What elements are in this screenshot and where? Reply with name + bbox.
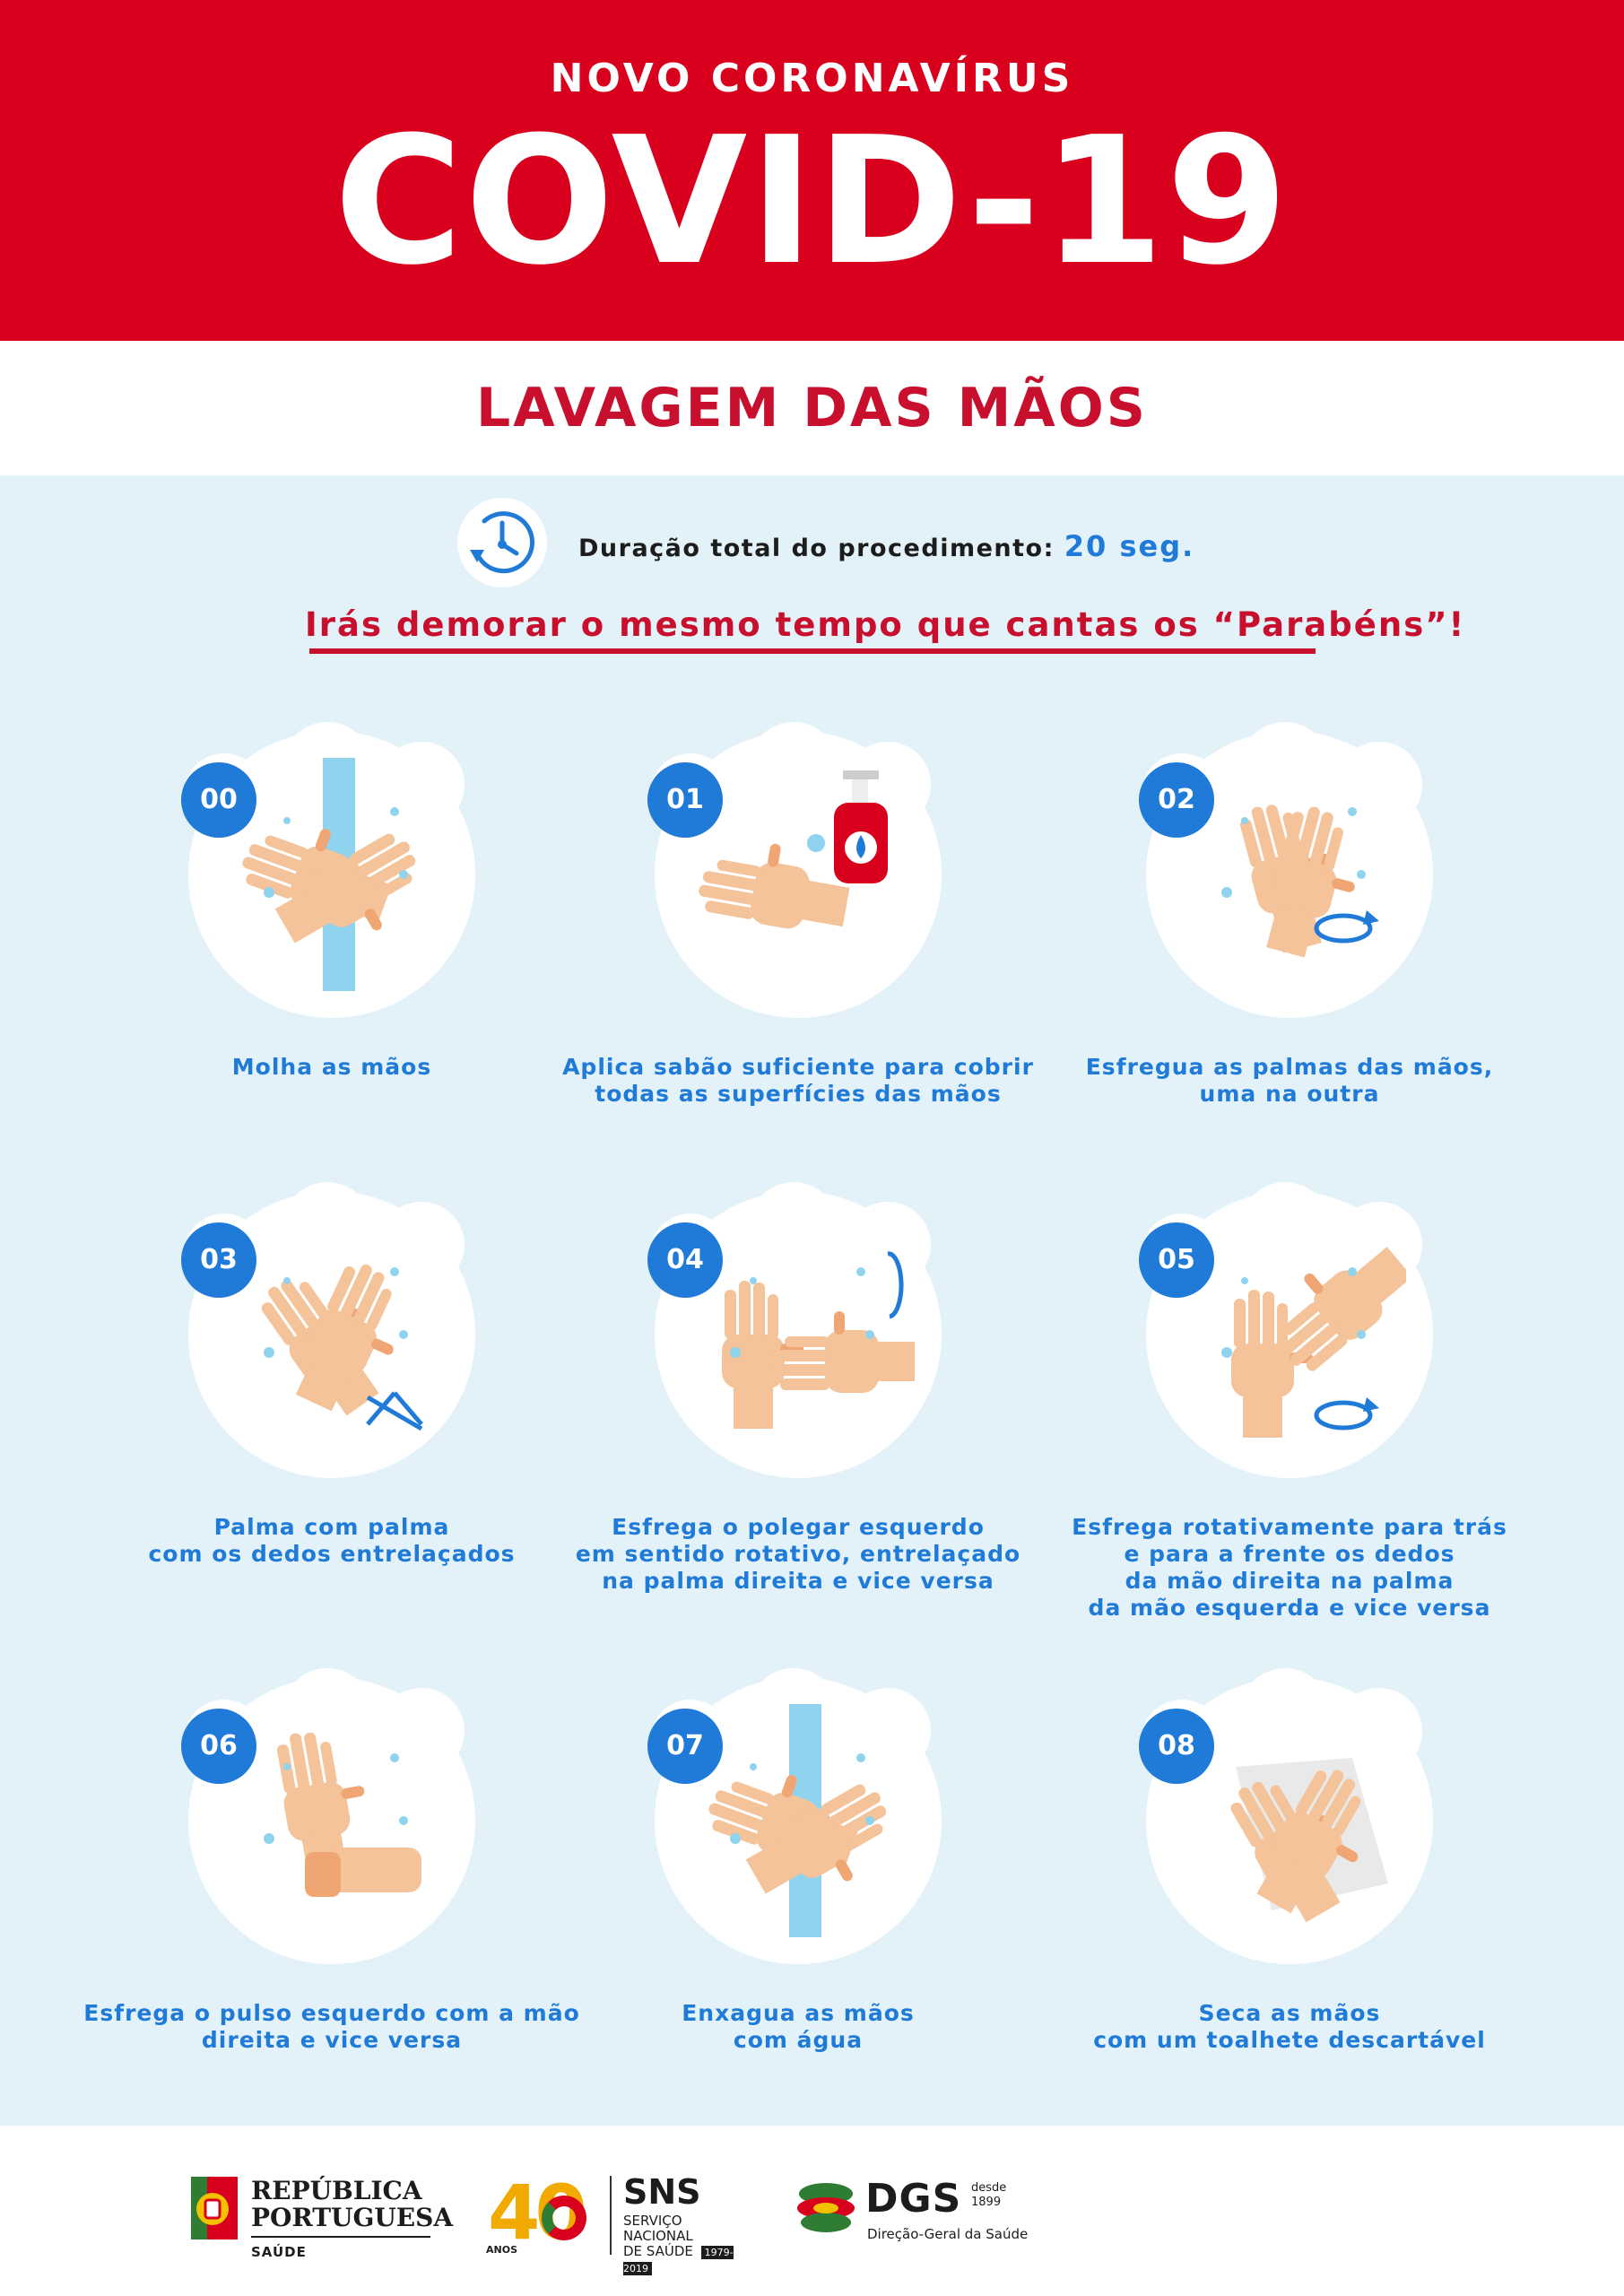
- step-number-badge: 01: [647, 762, 723, 838]
- thumb-rub-icon: [722, 1251, 915, 1429]
- step-caption-line: Seca as mãos: [1198, 2000, 1381, 2026]
- clock-icon: [457, 498, 547, 587]
- step-caption-line: Esfrega o polegar esquerdo: [612, 1514, 985, 1540]
- step-caption-line: na palma direita e vice versa: [602, 1568, 994, 1594]
- sns-anos-label: ANOS: [486, 2244, 517, 2256]
- dgs-title: DGS: [865, 2176, 962, 2222]
- interlaced-fingers-icon: [261, 1264, 423, 1431]
- sns-subtitle-line-2: DE SAÚDE 1979-2019: [623, 2244, 753, 2276]
- step-caption-line: todas as superfícies das mãos: [595, 1081, 1002, 1107]
- fingertips-rub-icon: [1221, 1247, 1406, 1438]
- step-caption-line: Palma com palma: [213, 1514, 450, 1540]
- step-caption: Seca as mãos com um toalhete descartável: [1020, 2000, 1559, 2054]
- sns-logo: 40 ANOS SNS SERVIÇO NACIONAL DE SAÚDE 19…: [484, 2169, 753, 2275]
- step-number-badge: 08: [1139, 1709, 1214, 1784]
- tagline: Irás demorar o mesmo tempo que cantas os…: [305, 605, 1466, 644]
- tagline-underline: [309, 648, 1316, 654]
- step-caption-line: Molha as mãos: [231, 1054, 432, 1080]
- sns-40-years-logo: 40 ANOS: [484, 2172, 601, 2257]
- step-number-badge: 07: [647, 1709, 723, 1784]
- step-caption: Esfrega o polegar esquerdo em sentido rot…: [529, 1514, 1067, 1595]
- wet-hands-icon: [242, 758, 416, 991]
- step-caption-line: da mão direita na palma: [1125, 1568, 1455, 1594]
- soap-dispenser-icon: [699, 770, 888, 929]
- sns-40-accent-icon: [542, 2196, 586, 2240]
- sns-subtitle: SERVIÇO NACIONAL DE SAÚDE 1979-2019: [623, 2213, 753, 2276]
- dgs-subtitle: Direção-Geral da Saúde: [867, 2226, 1029, 2242]
- duration-label-text: Duração total do procedimento:: [578, 535, 1055, 562]
- section-title: LAVAGEM DAS MÃOS: [476, 377, 1148, 439]
- step-number-badge: 00: [181, 762, 256, 838]
- republica-text: REPÚBLICA PORTUGUESA: [251, 2178, 453, 2231]
- duration-label: Duração total do procedimento: 20 seg.: [578, 529, 1194, 563]
- dgs-emblem-icon: [797, 2183, 855, 2232]
- sns-separator: [610, 2176, 612, 2255]
- header-subtitle: NOVO CORONAVÍRUS: [550, 56, 1074, 101]
- portugal-emblem-icon: [191, 2177, 238, 2239]
- step-caption-line: em sentido rotativo, entrelaçado: [575, 1541, 1021, 1567]
- wrist-rub-icon: [264, 1732, 421, 1897]
- header-banner: NOVO CORONAVÍRUS COVID-19: [0, 0, 1624, 341]
- step-caption: Esfregua as palmas das mãos, uma na outra: [1020, 1054, 1559, 1108]
- step-caption: Palma com palma com os dedos entrelaçados: [63, 1514, 601, 1568]
- dgs-since-label: desde: [971, 2181, 1007, 2195]
- duration-row: Duração total do procedimento: 20 seg.: [457, 498, 1193, 587]
- step-caption-line: Esfregua as palmas das mãos,: [1085, 1054, 1494, 1080]
- dgs-since-year: 1899: [971, 2196, 1002, 2209]
- rinse-hands-icon: [708, 1704, 887, 1937]
- step-caption: Molha as mãos: [63, 1054, 601, 1081]
- step-caption-line: uma na outra: [1199, 1081, 1380, 1107]
- step-caption-line: e para a frente os dedos: [1124, 1541, 1455, 1567]
- step-caption-line: Esfrega o pulso esquerdo com a mão: [83, 2000, 580, 2026]
- step-caption-line: com água: [733, 2027, 864, 2053]
- republica-sub: SAÚDE: [251, 2244, 307, 2260]
- rub-palms-icon: [1221, 804, 1379, 958]
- republica-line-2: PORTUGUESA: [251, 2203, 454, 2232]
- step-caption-line: Esfrega rotativamente para trás: [1072, 1514, 1507, 1540]
- step-number-badge: 06: [181, 1709, 256, 1784]
- step-caption-line: com um toalhete descartável: [1093, 2027, 1486, 2053]
- dgs-logo: DGS desde 1899 Direção-Geral da Saúde: [794, 2169, 1063, 2267]
- step-caption-line: com os dedos entrelaçados: [148, 1541, 516, 1567]
- sns-title: SNS: [623, 2172, 701, 2212]
- step-caption-line: da mão esquerda e vice versa: [1088, 1595, 1491, 1621]
- step-number-badge: 05: [1139, 1222, 1214, 1298]
- step-number-badge: 02: [1139, 762, 1214, 838]
- sns-subtitle-line-1: SERVIÇO NACIONAL: [623, 2213, 693, 2244]
- step-number-badge: 04: [647, 1222, 723, 1298]
- duration-value: 20 seg.: [1064, 529, 1195, 563]
- republica-portuguesa-logo: REPÚBLICA PORTUGUESA SAÚDE: [184, 2169, 453, 2267]
- step-caption: Aplica sabão suficiente para cobrir todas…: [529, 1054, 1067, 1108]
- republica-rule: [251, 2236, 430, 2238]
- header-title: COVID-19: [334, 100, 1290, 304]
- sns-subtitle-line-2-text: DE SAÚDE: [623, 2243, 693, 2259]
- step-caption: Enxagua as mãos com água: [529, 2000, 1067, 2054]
- step-caption: Esfrega o pulso esquerdo com a mão direit…: [63, 2000, 601, 2054]
- step-caption-line: Aplica sabão suficiente para cobrir: [562, 1054, 1034, 1080]
- dry-hands-towel-icon: [1230, 1758, 1388, 1923]
- step-caption: Esfrega rotativamente para trás e para a …: [1020, 1514, 1559, 1622]
- republica-line-1: REPÚBLICA: [251, 2176, 422, 2205]
- dgs-since: desde 1899: [971, 2181, 1006, 2210]
- step-caption-line: Enxagua as mãos: [682, 2000, 915, 2026]
- step-number-badge: 03: [181, 1222, 256, 1298]
- step-caption-line: direita e vice versa: [201, 2027, 463, 2053]
- section-title-band: LAVAGEM DAS MÃOS: [0, 341, 1624, 475]
